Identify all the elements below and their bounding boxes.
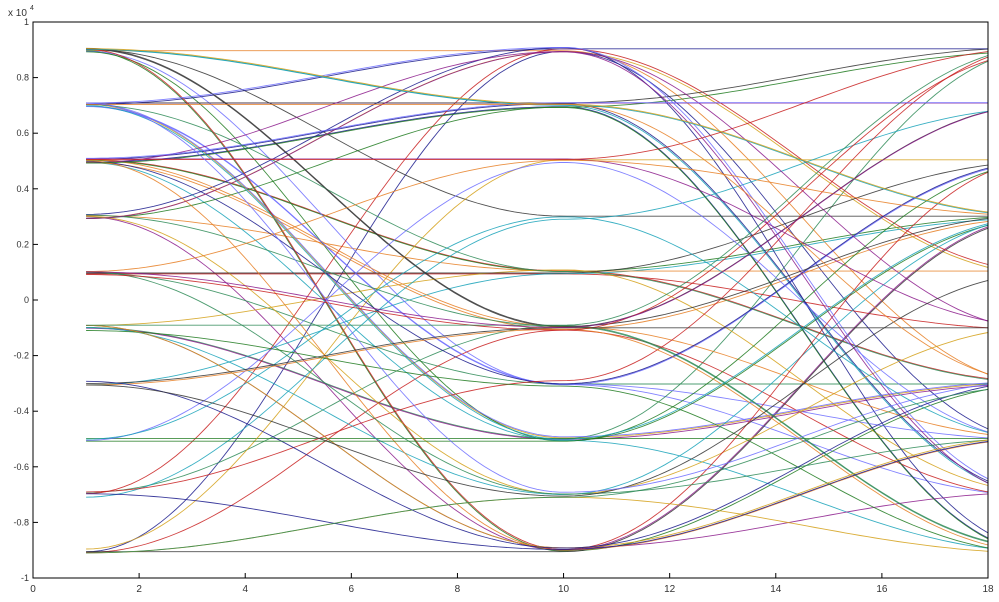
eye-trace (86, 51, 989, 553)
eye-trace (86, 47, 989, 327)
eye-trace (86, 327, 988, 384)
x-tick-label: 2 (136, 584, 142, 595)
eye-trace (86, 103, 989, 375)
y-tick-label: -1 (21, 573, 29, 583)
eye-trace (86, 48, 989, 213)
y-tick-label: -0.6 (13, 462, 29, 472)
eye-trace (86, 51, 989, 322)
eye-trace (86, 271, 989, 495)
eye-trace (86, 273, 989, 329)
eye-trace (86, 441, 989, 550)
eye-trace (86, 106, 989, 540)
eye-trace (86, 162, 989, 441)
eye-trace (86, 50, 989, 375)
eye-trace (86, 216, 989, 440)
y-tick-label: -0.8 (13, 517, 29, 527)
eye-trace (86, 56, 989, 493)
trace-group (86, 46, 989, 554)
eye-trace (86, 164, 989, 274)
y-axis: -1 -0.8 -0.6 -0.4 -0.2 0 0.2 0.4 0.6 0.8 1 (13, 17, 38, 583)
y-tick-label: 0.2 (16, 239, 29, 249)
eye-trace (86, 159, 988, 550)
eye-trace (86, 380, 989, 549)
eye-trace (86, 104, 989, 380)
y-tick-label: -0.4 (13, 406, 29, 416)
eye-trace (86, 46, 989, 480)
eye-trace (86, 279, 989, 497)
eye-trace (86, 60, 989, 331)
x-tick-label: 0 (30, 584, 36, 595)
eye-trace (86, 324, 989, 549)
eye-trace (86, 272, 988, 385)
x-tick-label: 8 (455, 584, 461, 595)
x-tick-label: 16 (876, 584, 888, 595)
eye-trace (86, 329, 989, 553)
eye-trace (86, 160, 989, 385)
y-tick-label: 0.4 (16, 184, 29, 194)
x-tick-label: 4 (242, 584, 248, 595)
exponent-label: x 10 (8, 8, 27, 19)
eye-trace (86, 388, 989, 554)
x-tick-label: 12 (664, 584, 676, 595)
eye-trace (86, 51, 989, 160)
y-tick-label: 1 (24, 17, 29, 27)
y-tick-label: 0.8 (16, 73, 29, 83)
eye-trace (86, 227, 989, 553)
eye-trace (86, 224, 989, 495)
eye-trace (86, 102, 989, 438)
y-tick-label: 0.6 (16, 128, 29, 138)
y-tick-label: 0 (24, 295, 29, 305)
y-tick-label: -0.2 (13, 351, 29, 361)
eye-trace (86, 330, 989, 549)
x-tick-label: 6 (349, 584, 355, 595)
eye-trace (86, 105, 989, 440)
eye-trace (86, 159, 989, 272)
eye-trace (86, 102, 988, 159)
exponent-power: 4 (30, 5, 34, 12)
eye-trace (86, 111, 989, 328)
eye-trace (86, 48, 988, 105)
eye-trace (86, 110, 989, 498)
eye-trace (86, 171, 989, 442)
x-axis: 0 2 4 6 8 10 12 14 16 18 (30, 573, 994, 595)
eye-trace (86, 106, 989, 539)
x-tick-label: 14 (770, 584, 782, 595)
eye-trace (86, 48, 988, 217)
x-tick-label: 10 (558, 584, 570, 595)
x-tick-label: 18 (982, 584, 994, 595)
eye-trace (86, 103, 989, 439)
eye-trace (86, 219, 989, 386)
eye-trace (86, 102, 989, 493)
eye-trace (86, 55, 989, 326)
